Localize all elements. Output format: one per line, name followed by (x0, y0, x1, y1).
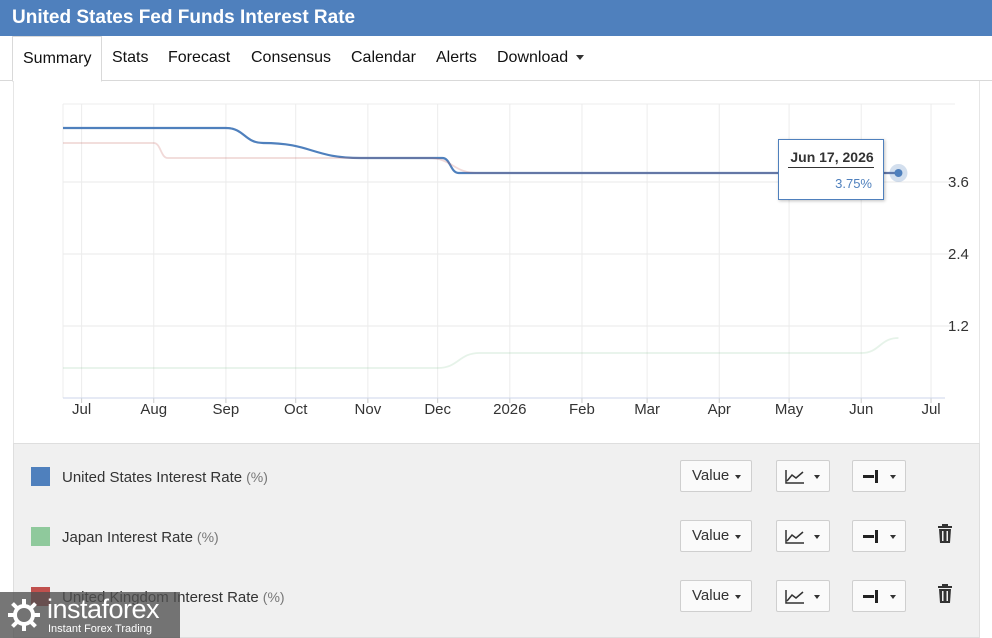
watermark-brand: instaforex (47, 594, 160, 624)
highlight-point (894, 169, 903, 177)
tab-download-label: Download (497, 49, 569, 66)
x-tick-label: 2026 (493, 401, 526, 418)
x-tick-label: May (775, 401, 804, 418)
series-color-swatch[interactable] (31, 467, 50, 486)
value-dropdown-label: Value (692, 527, 730, 544)
axis-position-dropdown[interactable] (852, 520, 906, 552)
x-tick-label: Aug (140, 401, 167, 418)
x-tick-label: Oct (284, 401, 308, 418)
tab-stats[interactable]: Stats (112, 36, 148, 81)
value-dropdown[interactable]: Value (680, 520, 752, 552)
line-chart-icon (785, 470, 804, 484)
axis-position-dropdown[interactable] (852, 580, 906, 612)
tab-consensus-label: Consensus (251, 49, 332, 66)
value-dropdown[interactable]: Value (680, 580, 752, 612)
x-tick-label: Jul (921, 401, 940, 418)
chevron-down-icon (814, 595, 820, 599)
x-tick-label: Jun (849, 401, 873, 418)
x-tick-label: Mar (634, 401, 660, 418)
series-line-1 (63, 126, 899, 175)
instaforex-logo-icon (8, 599, 40, 631)
watermark-tagline: Instant Forex Trading (48, 623, 152, 635)
x-tick-label: Jul (72, 401, 91, 418)
legend-row: United Kingdom Interest Rate(%) Value (14, 565, 981, 625)
line-chart-icon (785, 590, 804, 604)
axis-position-icon (863, 530, 878, 543)
value-dropdown[interactable]: Value (680, 460, 752, 492)
chevron-down-icon (735, 595, 741, 599)
tooltip-divider (788, 167, 874, 168)
axis-position-dropdown[interactable] (852, 460, 906, 492)
x-tick-label: Sep (213, 401, 240, 418)
chevron-down-icon (890, 535, 896, 539)
chevron-down-icon (814, 475, 820, 479)
chart-tooltip: Jun 17, 2026 3.75% (778, 139, 884, 200)
trash-icon[interactable] (937, 584, 953, 604)
tab-summary-label: Summary (23, 50, 92, 67)
y-tick-label: 3.6 (948, 174, 969, 191)
axis-position-icon (863, 590, 878, 603)
tab-download[interactable]: Download (497, 36, 585, 81)
chart-area (13, 81, 980, 443)
tab-stats-label: Stats (112, 49, 149, 66)
y-tick-label: 1.2 (948, 318, 969, 335)
watermark: instaforex Instant Forex Trading (0, 592, 180, 638)
line-chart-icon (785, 530, 804, 544)
x-tick-label: Nov (355, 401, 382, 418)
trash-icon[interactable] (937, 524, 953, 544)
x-tick-label: Dec (424, 401, 451, 418)
series-color-swatch[interactable] (31, 527, 50, 546)
y-tick-label: 2.4 (948, 246, 969, 263)
value-dropdown-label: Value (692, 587, 730, 604)
tooltip-date: Jun 17, 2026 (790, 149, 874, 165)
series-line-2 (63, 337, 899, 369)
chart-type-dropdown[interactable] (776, 580, 830, 612)
series-unit: (%) (262, 589, 285, 605)
tab-summary[interactable]: Summary (12, 36, 102, 82)
axis-position-icon (863, 470, 878, 483)
page-title: United States Fed Funds Interest Rate (0, 0, 992, 36)
tab-calendar[interactable]: Calendar (351, 36, 416, 81)
chart-type-dropdown[interactable] (776, 460, 830, 492)
tab-bar: Summary Stats Forecast Consensus Calenda… (0, 36, 992, 82)
x-tick-label: Feb (569, 401, 595, 418)
tab-forecast-label: Forecast (168, 49, 231, 66)
chevron-down-icon (890, 595, 896, 599)
series-unit: (%) (246, 469, 268, 485)
series-label: United States Interest Rate (%) (62, 469, 268, 486)
tab-consensus[interactable]: Consensus (251, 36, 331, 81)
chevron-down-icon (735, 475, 741, 479)
chevron-down-icon (890, 475, 896, 479)
tab-alerts[interactable]: Alerts (436, 36, 477, 81)
series-name: United States Interest Rate (62, 469, 243, 486)
legend-row: Japan Interest Rate (%) Value (14, 505, 981, 565)
series-line-3 (63, 142, 899, 174)
chart-svg[interactable]: 1.2 2.4 3.6 Jul Aug Sep Oct Nov Dec 2026 Feb Mar Apr… (0, 0, 992, 443)
chevron-down-icon (576, 55, 585, 61)
chevron-down-icon (814, 535, 820, 539)
x-tick-label: Apr (708, 401, 731, 418)
tab-alerts-label: Alerts (436, 49, 477, 66)
value-dropdown-label: Value (692, 467, 730, 484)
chevron-down-icon (735, 535, 741, 539)
series-label: Japan Interest Rate (%) (62, 529, 219, 546)
series-unit: (%) (196, 529, 219, 545)
tab-calendar-label: Calendar (351, 49, 416, 66)
legend-row: United States Interest Rate (%) Value (14, 445, 981, 505)
series-name: Japan Interest Rate (62, 529, 193, 546)
tab-forecast[interactable]: Forecast (168, 36, 230, 81)
tooltip-value: 3.75% (835, 176, 872, 191)
chart-type-dropdown[interactable] (776, 520, 830, 552)
